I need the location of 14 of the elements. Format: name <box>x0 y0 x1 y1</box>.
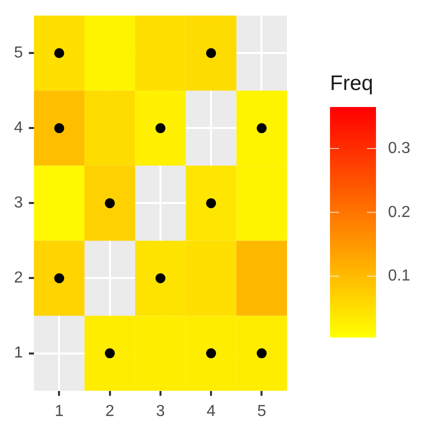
color-bar-label: 0.1 <box>388 268 410 285</box>
y-tick-label: 4 <box>14 120 23 137</box>
y-tick-label: 5 <box>14 44 23 62</box>
x-tick-label: 3 <box>156 402 165 420</box>
x-tick-label: 2 <box>105 402 114 420</box>
x-tick-label: 1 <box>54 402 64 420</box>
x-tick-label: 5 <box>257 402 266 420</box>
y-tick-label: 2 <box>14 270 23 287</box>
x-tick-label: 4 <box>206 402 216 420</box>
color-bar-title: Freq <box>330 72 374 95</box>
color-bar-label: 0.2 <box>388 204 410 221</box>
y-tick-label: 3 <box>14 194 23 212</box>
color-bar-label: 0.3 <box>388 140 410 157</box>
y-tick-label: 1 <box>14 344 23 362</box>
